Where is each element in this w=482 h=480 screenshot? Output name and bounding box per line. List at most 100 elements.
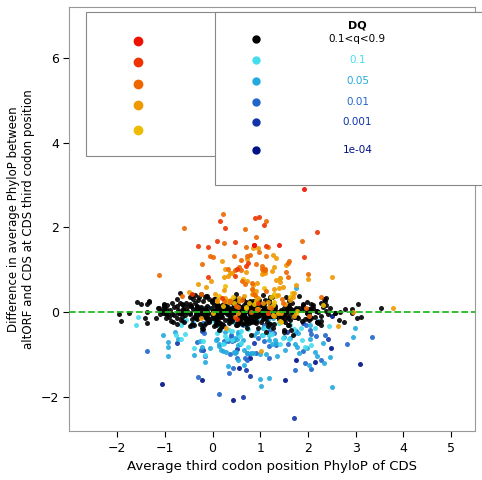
Point [236,311,243,318]
X-axis label: Average third codon position PhyloP of CDS: Average third codon position PhyloP of C… [127,460,417,473]
Point [227,297,234,304]
Point [207,304,215,312]
Point [285,306,293,314]
Point [305,361,312,369]
Point [233,345,241,353]
Point [258,270,266,278]
Point [214,301,221,309]
Point [201,304,209,312]
Point [235,309,242,317]
Point [201,293,209,301]
Point [288,289,295,297]
Point [286,336,294,343]
Point [291,307,298,314]
Point [328,312,336,320]
Point [220,286,228,294]
Point [182,299,189,306]
Text: 0.05: 0.05 [346,76,369,86]
Text: 0.9: 0.9 [231,125,248,135]
Point [236,303,243,311]
Point [264,298,271,305]
Point [308,330,315,338]
Point [246,310,254,318]
Point [214,302,221,310]
Point [262,242,270,250]
Point [194,304,201,312]
Point [202,292,210,300]
Point [189,295,197,303]
Point [246,354,254,362]
Point [223,302,230,310]
Point [303,344,311,351]
Point [268,304,275,312]
Point [279,300,286,307]
Point [243,252,251,260]
Point [292,329,299,336]
Point [261,324,268,332]
Text: DQ: DQ [348,20,367,30]
Point [234,356,242,364]
Point [187,302,195,310]
Point [241,346,248,353]
Text: 0.9999: 0.9999 [222,36,258,46]
Point [251,214,259,222]
Point [216,325,224,333]
Point [311,324,319,332]
Point [181,318,188,325]
Point [264,316,272,324]
Point [203,312,211,320]
Point [244,299,252,307]
Point [241,306,249,314]
Point [253,305,261,312]
Point [226,299,233,306]
Point [268,312,276,319]
Point [204,303,212,311]
Point [228,331,235,339]
Point [196,293,203,301]
Point [164,310,172,318]
Point [170,312,178,319]
Point [283,328,291,336]
Point [268,306,275,314]
Point [251,308,259,316]
Point [205,317,213,324]
Point [257,318,265,325]
Point [250,300,257,308]
Point [232,290,240,298]
Point [279,283,286,291]
Point [233,321,241,329]
Point [254,299,262,307]
Point [243,322,251,330]
Point [278,307,285,314]
Point [192,309,200,317]
Point [260,313,268,321]
Point [219,340,227,348]
Point [259,324,267,332]
Point [270,329,278,337]
Point [209,311,217,318]
Point [224,362,231,370]
Point [258,331,266,339]
Point [252,293,259,301]
Point [231,272,239,280]
Point [242,315,250,323]
Point [236,340,244,348]
Point [223,310,231,318]
Point [242,366,250,374]
Point [201,329,208,336]
Point [261,305,268,313]
Point [161,309,169,316]
Point [280,333,287,340]
Point [241,301,248,309]
Point [247,312,254,319]
Point [215,391,223,398]
Point [357,313,364,321]
Point [277,313,284,321]
Point [280,328,287,336]
Point [224,318,231,325]
Point [243,349,251,357]
Point [259,331,267,339]
Point [186,293,194,300]
Point [254,334,261,342]
Point [286,321,294,329]
